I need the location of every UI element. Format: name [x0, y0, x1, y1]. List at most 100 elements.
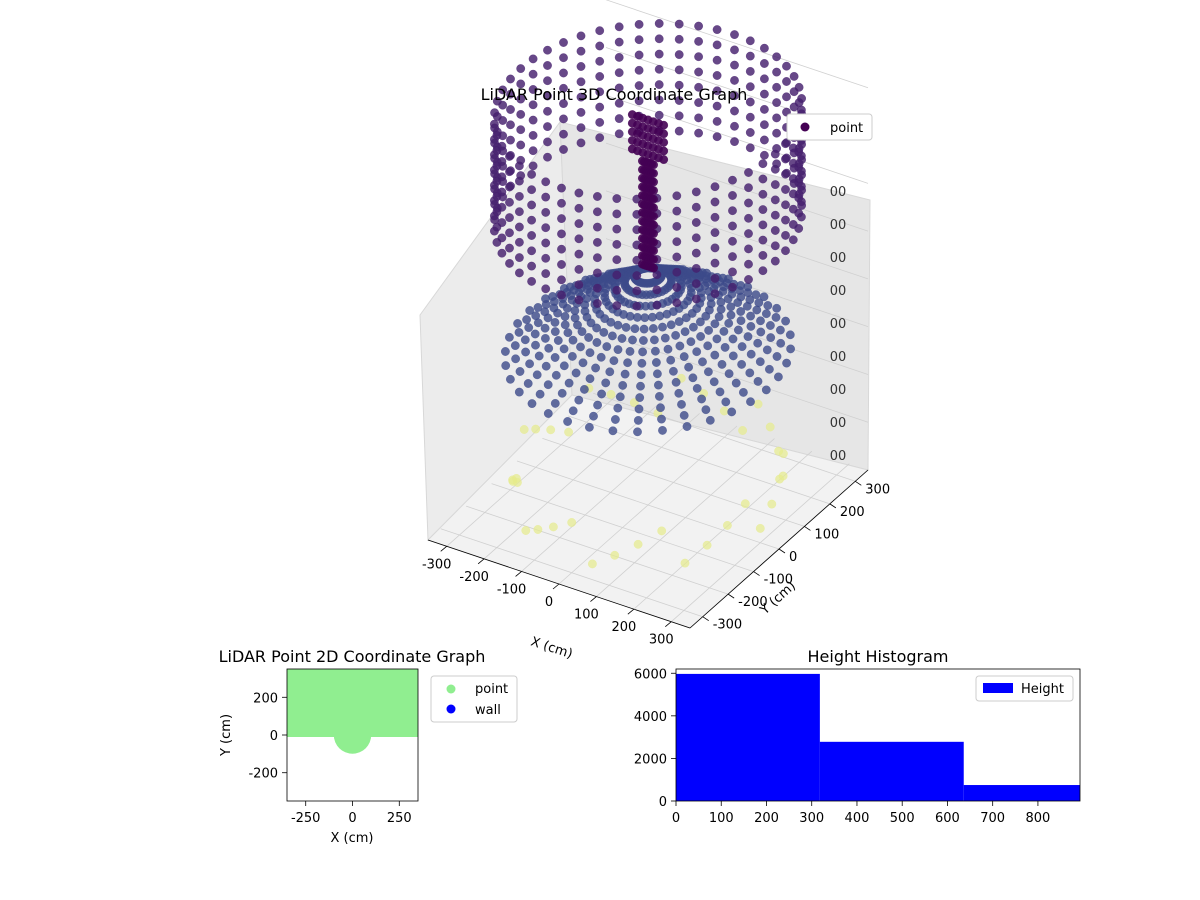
point-3d-arm	[660, 285, 670, 295]
point-3d-wall	[694, 98, 704, 108]
point-3d-wall	[654, 95, 664, 105]
point-3d-arm	[763, 301, 773, 310]
histogram-title: Height Histogram	[808, 647, 949, 666]
point-3d-wall	[772, 113, 782, 123]
grid-line	[605, 333, 869, 423]
point-3d-post	[649, 237, 659, 247]
point-3d-wall	[514, 253, 524, 263]
x-tick-label-histogram: 100	[709, 811, 734, 826]
point-3d-arm	[636, 381, 645, 391]
point-3d-arm	[674, 388, 684, 398]
y-tick-label-histogram: 4000	[634, 710, 667, 725]
point-3d-wall	[543, 122, 552, 132]
point-3d-low	[606, 389, 616, 399]
point-3d-arm	[550, 317, 560, 327]
point-3d-wall	[574, 234, 584, 244]
point-3d-wall	[770, 180, 780, 190]
point-3d-arm	[686, 337, 696, 347]
point-3d-wall	[694, 128, 704, 138]
point-3d-wall	[654, 34, 664, 44]
point-3d-arm	[630, 324, 640, 334]
point-3d-arm	[520, 335, 530, 345]
point-3d-arm	[521, 347, 531, 357]
point-3d-wall	[528, 54, 538, 64]
point-3d-wall	[576, 107, 586, 117]
point-3d-post	[649, 203, 659, 213]
point-3d-arm	[541, 361, 551, 371]
x-tick-label-2d: 0	[348, 811, 356, 826]
y-tick	[778, 548, 786, 554]
point-3d-wall	[595, 117, 605, 127]
y-tick-label: 300	[865, 482, 890, 497]
point-3d-wall	[559, 53, 568, 63]
point-3d-wall	[758, 174, 768, 184]
point-3d-wall	[574, 219, 584, 229]
point-3d-arm	[712, 334, 722, 344]
point-3d-wall	[614, 22, 624, 32]
point-3d-wall	[728, 175, 737, 185]
point-3d-wall	[781, 185, 790, 194]
point-3d-arm	[540, 333, 550, 343]
point-3d-arm	[772, 303, 782, 313]
point-3d-wall	[759, 43, 769, 53]
point-3d-wall	[574, 203, 584, 213]
point-3d-wall	[634, 35, 644, 45]
legend-2d-wall-label: wall	[475, 703, 501, 718]
point-3d-wall	[497, 233, 507, 243]
point-3d-arm	[609, 356, 619, 366]
point-3d-wall	[772, 82, 782, 92]
point-3d-wall	[528, 69, 538, 79]
point-3d-wall	[497, 218, 507, 228]
point-3d-wall	[782, 138, 791, 148]
point-3d-wall	[654, 64, 664, 74]
point-3d-post	[649, 263, 659, 273]
point-3d-arm	[599, 327, 609, 337]
grid-line	[671, 463, 850, 623]
point-3d-wall	[772, 67, 782, 77]
point-3d-arm	[620, 369, 630, 379]
point-3d-wall	[770, 195, 780, 205]
point-3d-low	[738, 426, 748, 435]
point-3d-wall	[505, 243, 514, 253]
point-3d-wall	[505, 151, 514, 161]
point-3d-wall	[674, 80, 684, 90]
point-3d-arm	[533, 318, 543, 328]
point-3d-wall	[614, 37, 624, 47]
point-3d-wall	[730, 45, 739, 55]
x-ticks-3d: -300 -200 -100 0 100 200 300	[422, 545, 674, 648]
point-3d-low	[564, 427, 574, 437]
point-3d-wall	[745, 143, 755, 153]
point-3d-wall	[514, 207, 524, 217]
point-3d-wall	[595, 72, 605, 81]
point-3d-wall	[710, 273, 720, 283]
legend-2d-point-label: point	[475, 682, 508, 697]
point-3d-wall	[612, 209, 622, 219]
point-3d-arm	[781, 316, 791, 326]
point-3d-wall	[505, 197, 514, 207]
point-3d-wall	[691, 248, 701, 258]
point-3d-arm	[675, 341, 685, 351]
point-3d-arm	[755, 357, 765, 367]
legend-2d-wall-marker	[446, 704, 456, 714]
point-3d-arm	[766, 333, 776, 343]
point-3d-wall	[712, 116, 722, 126]
point-3d-wall	[728, 191, 737, 200]
z-tick-label: 00	[830, 317, 847, 332]
point-3d-arm	[701, 405, 711, 415]
x-tick	[665, 621, 672, 628]
point-3d-arm	[648, 324, 658, 333]
point-3d-arm	[562, 303, 572, 313]
point-3d-arm	[618, 380, 628, 390]
point-3d-arm	[654, 391, 664, 401]
y-tick-label-2d: 0	[270, 729, 278, 744]
point-3d-wall	[770, 226, 780, 235]
point-3d-wall	[506, 89, 515, 99]
point-3d-arm	[658, 425, 667, 435]
point-3d-wall	[489, 119, 499, 129]
point-3d-wall	[614, 98, 624, 108]
point-3d-wall	[758, 205, 768, 215]
point-3d-arm	[543, 313, 553, 323]
point-3d-wall	[634, 81, 644, 91]
point-3d-arm	[679, 410, 689, 420]
